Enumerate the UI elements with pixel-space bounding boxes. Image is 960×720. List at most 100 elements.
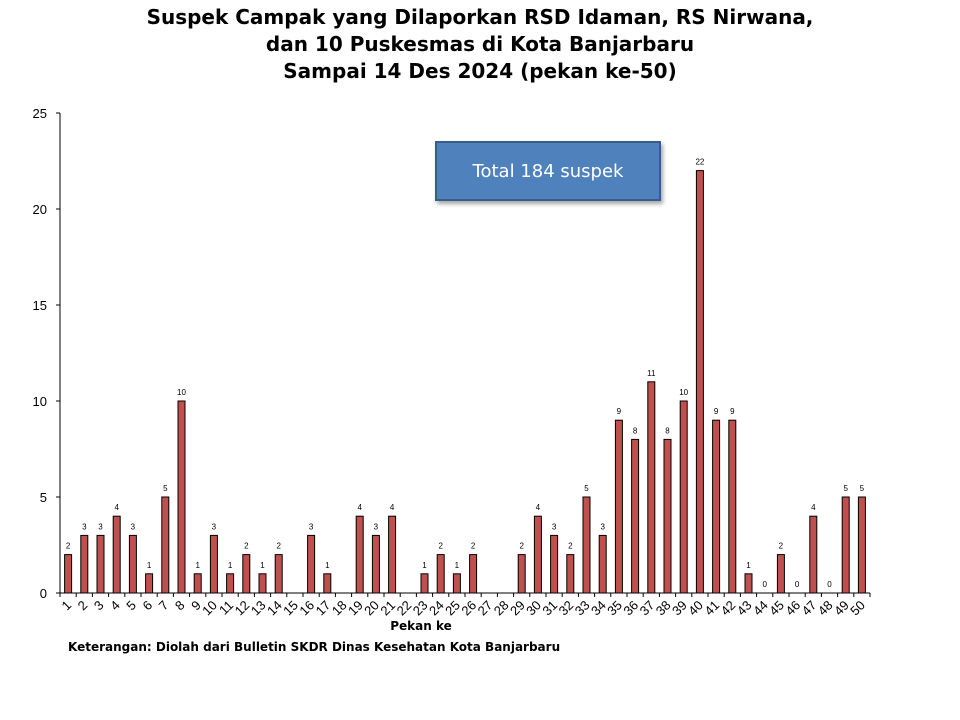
bar <box>631 438 640 594</box>
bar <box>517 554 526 594</box>
data-label: 2 <box>471 542 476 551</box>
chart-title-line-1: Suspek Campak yang Dilaporkan RSD Idaman… <box>146 5 814 29</box>
bar <box>776 554 785 594</box>
data-label: 0 <box>827 580 832 589</box>
bar <box>647 381 656 594</box>
chart-title-line-2: dan 10 Puskesmas di Kota Banjarbaru <box>265 32 695 56</box>
bar <box>128 534 137 594</box>
data-label: 10 <box>177 388 186 397</box>
data-label: 2 <box>779 542 784 551</box>
x-tick-label: 1 <box>58 598 74 614</box>
data-label: 1 <box>455 561 460 570</box>
bar <box>80 534 89 594</box>
bar <box>242 554 251 594</box>
y-tick-label: 5 <box>40 490 47 505</box>
bar <box>307 534 316 594</box>
data-label: 2 <box>519 542 524 551</box>
bar <box>112 515 121 594</box>
bar <box>274 554 283 594</box>
data-label: 8 <box>633 426 638 435</box>
chart-title: Suspek Campak yang Dilaporkan RSD Idaman… <box>0 4 960 85</box>
bar <box>420 573 429 594</box>
bar <box>226 573 235 594</box>
data-label: 2 <box>438 542 443 551</box>
data-label: 2 <box>276 542 281 551</box>
bar <box>96 534 105 594</box>
data-label: 2 <box>66 542 71 551</box>
y-tick-label: 10 <box>33 394 47 409</box>
bar <box>695 170 704 594</box>
bar <box>663 438 672 594</box>
data-label: 3 <box>309 522 314 531</box>
bar <box>258 573 267 594</box>
bar <box>566 554 575 594</box>
bar <box>598 534 607 594</box>
data-label: 4 <box>390 503 395 512</box>
x-tick-label: 6 <box>139 598 155 614</box>
data-label: 1 <box>228 561 233 570</box>
x-axis-title: Pekan ke <box>390 619 452 633</box>
bar <box>550 534 559 594</box>
bar <box>371 534 380 594</box>
data-label: 5 <box>860 484 865 493</box>
bar <box>161 496 170 594</box>
bar <box>388 515 397 594</box>
data-label: 9 <box>714 407 719 416</box>
data-label: 9 <box>617 407 622 416</box>
data-label: 1 <box>147 561 152 570</box>
data-label: 9 <box>730 407 735 416</box>
data-label: 1 <box>325 561 330 570</box>
data-label: 5 <box>163 484 168 493</box>
bar <box>177 400 186 594</box>
data-label: 4 <box>811 503 816 512</box>
bar <box>469 554 478 594</box>
x-tick-label: 50 <box>847 598 868 619</box>
bar <box>679 400 688 594</box>
data-label: 22 <box>695 158 704 167</box>
footnote: Keterangan: Diolah dari Bulletin SKDR Di… <box>68 640 561 654</box>
data-label: 3 <box>552 522 557 531</box>
data-label: 3 <box>374 522 379 531</box>
data-label: 5 <box>584 484 589 493</box>
bar <box>857 496 866 594</box>
data-label: 5 <box>843 484 848 493</box>
bar <box>841 496 850 594</box>
data-label: 1 <box>260 561 265 570</box>
data-label: 11 <box>647 369 656 378</box>
bar <box>712 419 721 594</box>
x-tick-label: 4 <box>107 598 123 614</box>
y-tick-label: 15 <box>33 298 47 313</box>
x-tick-label: 3 <box>91 598 107 614</box>
y-tick-label: 20 <box>33 202 47 217</box>
x-tick-label: 2 <box>75 598 91 614</box>
bar <box>452 573 461 594</box>
bar <box>614 419 623 594</box>
chart-title-line-3: Sampai 14 Des 2024 (pekan ke-50) <box>283 59 677 83</box>
data-label: 1 <box>422 561 427 570</box>
bar <box>744 573 753 594</box>
data-label: 4 <box>536 503 541 512</box>
data-label: 1 <box>195 561 200 570</box>
data-label: 2 <box>244 542 249 551</box>
total-annotation-box: Total 184 suspek <box>435 141 661 201</box>
data-label: 4 <box>357 503 362 512</box>
data-label: 0 <box>795 580 800 589</box>
bar <box>582 496 591 594</box>
bar <box>436 554 445 594</box>
bar <box>728 419 737 594</box>
data-label: 1 <box>746 561 751 570</box>
y-tick-label: 0 <box>40 586 47 601</box>
bar <box>355 515 364 594</box>
data-label: 3 <box>98 522 103 531</box>
x-tick-label: 5 <box>123 598 139 614</box>
bar <box>193 573 202 594</box>
data-label: 3 <box>131 522 136 531</box>
y-tick-label: 25 <box>33 106 47 121</box>
bar <box>533 515 542 594</box>
bar <box>64 554 73 594</box>
bar <box>209 534 218 594</box>
bar <box>323 573 332 594</box>
data-label: 3 <box>212 522 217 531</box>
data-label: 10 <box>679 388 688 397</box>
